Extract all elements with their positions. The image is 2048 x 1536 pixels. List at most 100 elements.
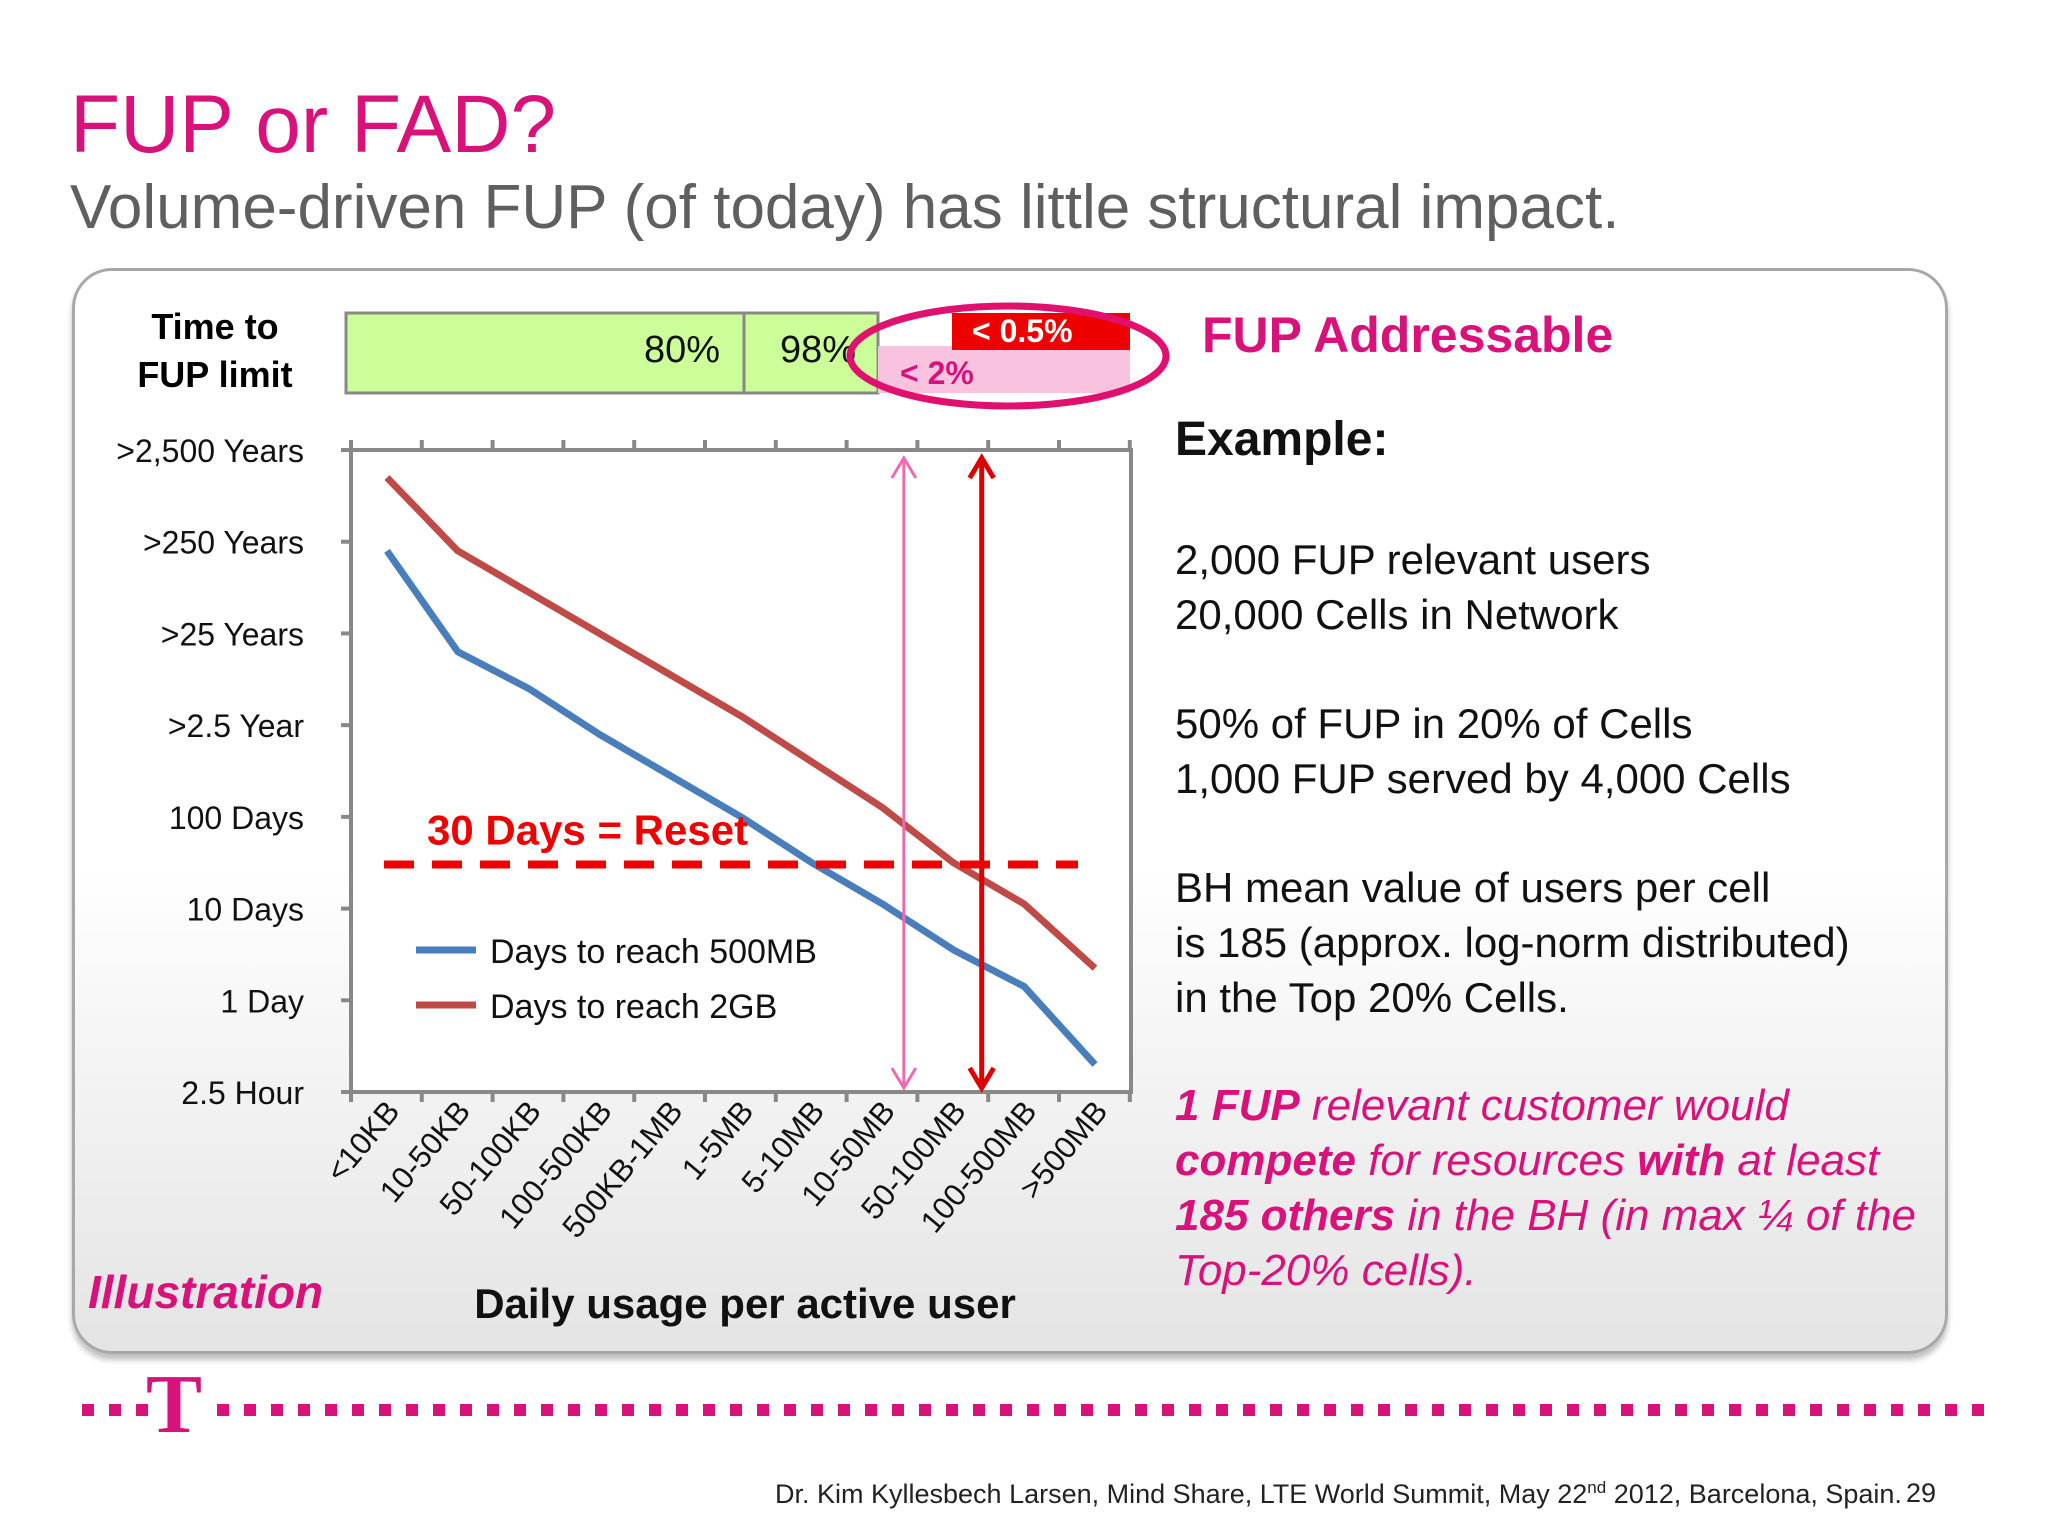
- footer-dot: [1810, 1404, 1822, 1416]
- footer-dot: [352, 1404, 364, 1416]
- arrow-lt05-head-top: [967, 453, 996, 480]
- x-axis-title: Daily usage per active user: [474, 1280, 1016, 1327]
- footer-dot: [1162, 1404, 1174, 1416]
- bar-segment-lt2: [878, 346, 1130, 393]
- telekom-logo: T: [146, 1358, 202, 1451]
- example-line-1: 2,000 FUP relevant users: [1175, 536, 1651, 583]
- footer-dot: [433, 1404, 445, 1416]
- footer-dot: [892, 1404, 904, 1416]
- footer-dot: [1864, 1404, 1876, 1416]
- arrow-lt2-head-bottom: [890, 1067, 918, 1091]
- footer-dot: [973, 1404, 985, 1416]
- footer-dot: [1000, 1404, 1012, 1416]
- footer-dot: [244, 1404, 256, 1416]
- example-heading: Example:: [1175, 413, 1389, 466]
- footer-dot: [1945, 1404, 1957, 1416]
- bar-text-lt05: < 0.5%: [972, 313, 1073, 349]
- footer-dot: [595, 1404, 607, 1416]
- footer-dot: [1270, 1404, 1282, 1416]
- footer-dot: [460, 1404, 472, 1416]
- footer-dot: [514, 1404, 526, 1416]
- footer-dot: [487, 1404, 499, 1416]
- plot-area: [349, 448, 1133, 1094]
- footer-dot: [325, 1404, 337, 1416]
- footer-dot: [730, 1404, 742, 1416]
- footer-dot: [1081, 1404, 1093, 1416]
- example-line-6: is 185 (approx. log-norm distributed): [1175, 919, 1850, 966]
- footer-dot: [784, 1404, 796, 1416]
- footer-dot: [1432, 1404, 1444, 1416]
- example-line-2: 20,000 Cells in Network: [1175, 591, 1619, 638]
- footer-dot: [1567, 1404, 1579, 1416]
- footer-dot: [1189, 1404, 1201, 1416]
- footer-dot: [1837, 1404, 1849, 1416]
- page-number: 29: [1906, 1478, 1937, 1508]
- y-tick-label: >2,500 Years: [116, 433, 304, 469]
- footer-dot: [1621, 1404, 1633, 1416]
- footer-dot: [568, 1404, 580, 1416]
- footer-dot: [1405, 1404, 1417, 1416]
- footer-dot: [1594, 1404, 1606, 1416]
- footer-dot: [298, 1404, 310, 1416]
- y-tick-label: >25 Years: [161, 616, 304, 652]
- footer-dot: [1216, 1404, 1228, 1416]
- footer-dot: [379, 1404, 391, 1416]
- footer-dot: [406, 1404, 418, 1416]
- footer-dot: [1783, 1404, 1795, 1416]
- footer-dot: [622, 1404, 634, 1416]
- footer-dot: [1378, 1404, 1390, 1416]
- bar-segment-lt05: [952, 313, 1130, 350]
- series-line-2gb: [384, 475, 1098, 971]
- legend-label-500mb: Days to reach 500MB: [490, 933, 817, 971]
- y-tick-label: >250 Years: [143, 525, 304, 561]
- bar-text-lt2: < 2%: [900, 355, 974, 391]
- example-line-3: 50% of FUP in 20% of Cells: [1175, 700, 1693, 747]
- reset-annotation: 30 Days = Reset: [427, 807, 748, 854]
- example-line-7: in the Top 20% Cells.: [1175, 974, 1569, 1021]
- footer-dot: [1243, 1404, 1255, 1416]
- footer-dot: [217, 1404, 229, 1416]
- footer-dot: [1351, 1404, 1363, 1416]
- footer-dot: [1675, 1404, 1687, 1416]
- footer-dot: [1648, 1404, 1660, 1416]
- y-tick-label: 100 Days: [169, 800, 304, 836]
- bar-segment-98: [742, 311, 880, 395]
- footer-dot: [136, 1404, 148, 1416]
- footer-dot: [1135, 1404, 1147, 1416]
- fup-highlight-circle: [846, 302, 1170, 410]
- footer-dot: [703, 1404, 715, 1416]
- slide-title: FUP or FAD?: [70, 79, 557, 170]
- footer-dot: [838, 1404, 850, 1416]
- series-line-500mb: [384, 548, 1098, 1067]
- footer-credit: Dr. Kim Kyllesbech Larsen, Mind Share, L…: [775, 1478, 1902, 1509]
- footer-dot: [757, 1404, 769, 1416]
- bar-label-line2: FUP limit: [137, 354, 293, 395]
- illustration-label: Illustration: [88, 1266, 323, 1318]
- example-line-5: BH mean value of users per cell: [1175, 864, 1771, 911]
- footer-dot: [1459, 1404, 1471, 1416]
- arrow-lt2-head-top: [890, 455, 918, 479]
- conclusion-text: 1 FUP relevant customer would compete fo…: [1175, 1081, 1917, 1295]
- slide-subtitle: Volume-driven FUP (of today) has little …: [70, 173, 1620, 242]
- y-tick-label: 2.5 Hour: [181, 1075, 304, 1111]
- footer-dot: [1729, 1404, 1741, 1416]
- bar-text-98: 98%: [780, 329, 856, 371]
- fup-addressable-label: FUP Addressable: [1202, 307, 1614, 363]
- bar-label-line1: Time to: [151, 306, 279, 347]
- footer-dot: [271, 1404, 283, 1416]
- footer-dot: [1702, 1404, 1714, 1416]
- footer-dot: [1891, 1404, 1903, 1416]
- footer-dot: [919, 1404, 931, 1416]
- legend-label-2gb: Days to reach 2GB: [490, 988, 777, 1026]
- footer-dot: [865, 1404, 877, 1416]
- footer-dot: [1486, 1404, 1498, 1416]
- footer-dot: [1027, 1404, 1039, 1416]
- footer-dot: [1918, 1404, 1930, 1416]
- y-tick-label: 1 Day: [220, 983, 304, 1019]
- footer-dot: [1972, 1404, 1984, 1416]
- footer-dot: [541, 1404, 553, 1416]
- footer-dot: [1108, 1404, 1120, 1416]
- footer-dot: [1513, 1404, 1525, 1416]
- footer-dot: [109, 1404, 121, 1416]
